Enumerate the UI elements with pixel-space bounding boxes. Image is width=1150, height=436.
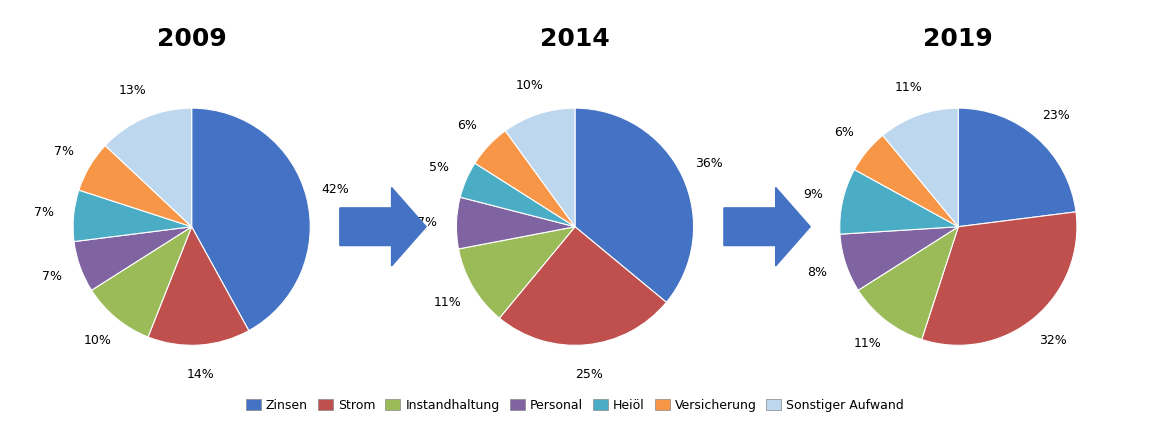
Wedge shape xyxy=(499,227,666,345)
Polygon shape xyxy=(724,187,811,266)
Text: 25%: 25% xyxy=(575,368,603,381)
Text: 32%: 32% xyxy=(1038,334,1067,347)
Wedge shape xyxy=(192,108,310,330)
Text: 23%: 23% xyxy=(1043,109,1071,122)
Wedge shape xyxy=(840,227,958,290)
Wedge shape xyxy=(457,197,575,249)
Legend: Zinsen, Strom, Instandhaltung, Personal, Heiöl, Versicherung, Sonstiger Aufwand: Zinsen, Strom, Instandhaltung, Personal,… xyxy=(240,394,910,417)
Text: 7%: 7% xyxy=(43,270,62,283)
Text: 11%: 11% xyxy=(853,337,881,351)
Wedge shape xyxy=(505,108,575,227)
Text: 7%: 7% xyxy=(54,145,74,158)
Wedge shape xyxy=(92,227,192,337)
Text: 42%: 42% xyxy=(321,184,350,196)
Wedge shape xyxy=(858,227,958,340)
Wedge shape xyxy=(840,170,958,234)
Text: 11%: 11% xyxy=(434,296,461,309)
Wedge shape xyxy=(459,227,575,318)
Wedge shape xyxy=(854,135,958,227)
Wedge shape xyxy=(921,212,1076,345)
Text: 8%: 8% xyxy=(807,266,827,279)
Wedge shape xyxy=(74,227,192,290)
Polygon shape xyxy=(340,187,427,266)
Text: 2019: 2019 xyxy=(923,27,994,51)
Wedge shape xyxy=(460,163,575,227)
Text: 6%: 6% xyxy=(457,119,477,132)
Text: 7%: 7% xyxy=(34,206,54,219)
Text: 13%: 13% xyxy=(118,84,147,97)
Wedge shape xyxy=(105,108,192,227)
Wedge shape xyxy=(74,190,192,242)
Text: 14%: 14% xyxy=(187,368,215,381)
Text: 10%: 10% xyxy=(515,79,543,92)
Text: 2014: 2014 xyxy=(540,27,610,51)
Wedge shape xyxy=(148,227,248,345)
Text: 5%: 5% xyxy=(429,161,448,174)
Text: 9%: 9% xyxy=(804,188,823,201)
Text: 2009: 2009 xyxy=(156,27,227,51)
Text: 10%: 10% xyxy=(83,334,112,347)
Text: 11%: 11% xyxy=(895,81,922,94)
Text: 6%: 6% xyxy=(834,126,854,139)
Wedge shape xyxy=(575,108,693,302)
Wedge shape xyxy=(79,146,192,227)
Wedge shape xyxy=(958,108,1076,227)
Text: 36%: 36% xyxy=(696,157,723,170)
Wedge shape xyxy=(883,108,958,227)
Wedge shape xyxy=(475,131,575,227)
Text: 7%: 7% xyxy=(416,215,437,228)
